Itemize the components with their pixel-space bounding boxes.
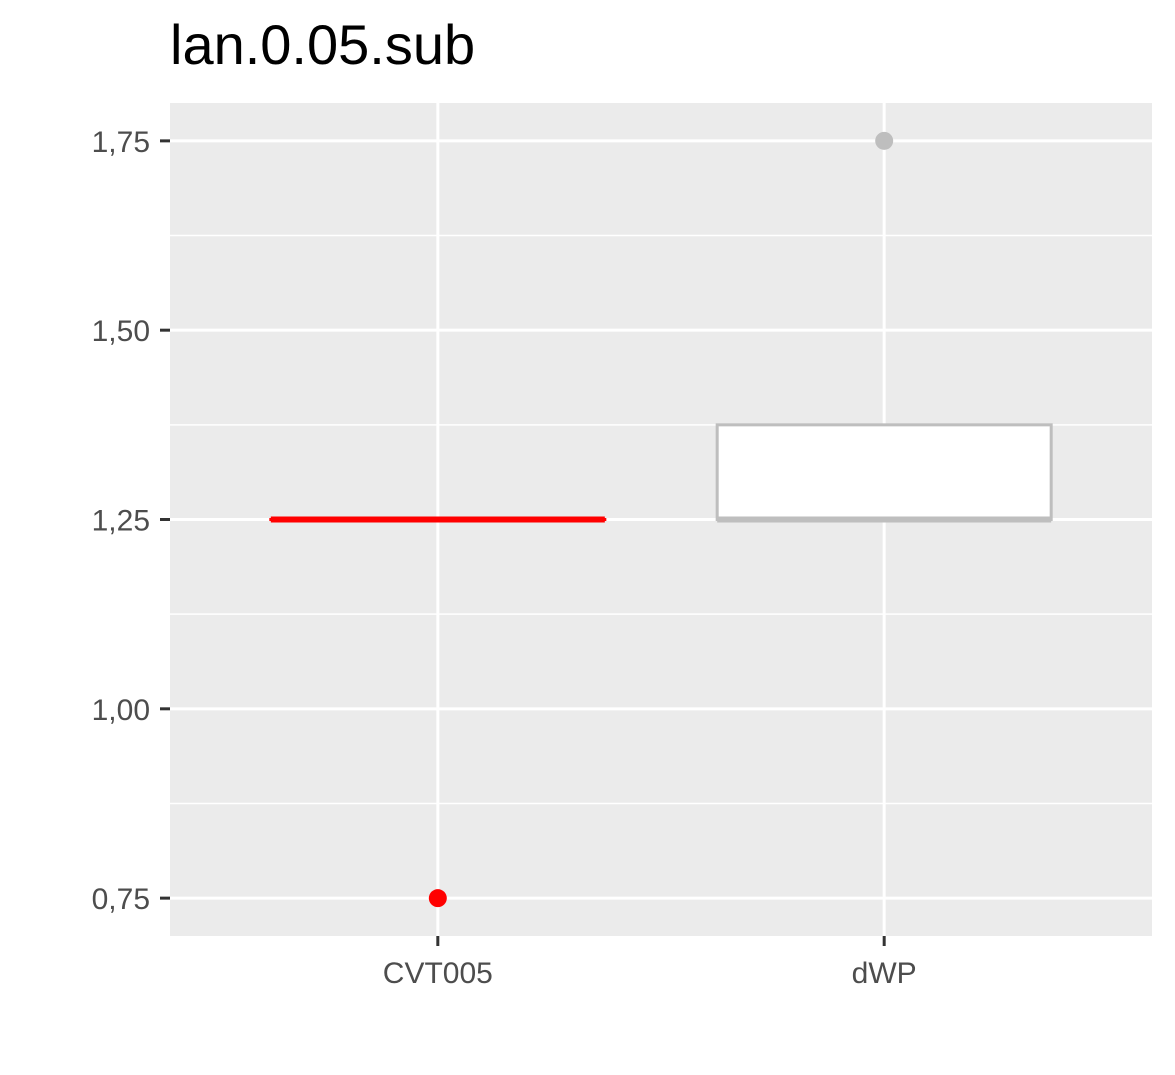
outlier-point (428, 889, 447, 908)
y-tick-label: 1,50 (92, 315, 150, 348)
x-tick-label: dWP (852, 957, 917, 990)
box-dWP (715, 131, 1053, 523)
chart-title: lan.0.05.sub (170, 13, 476, 76)
y-tick-label: 0,75 (92, 883, 150, 916)
x-tick-label: CVT005 (383, 957, 493, 990)
box-CVT005 (269, 516, 607, 908)
x-axis: CVT005 dWP (383, 936, 917, 990)
box-body (715, 423, 1053, 521)
y-tick-label: 1,00 (92, 694, 150, 727)
box-series (269, 131, 1053, 908)
y-axis: 0,75 1,00 1,25 1,50 1,75 (92, 126, 170, 916)
outlier-point (875, 131, 894, 150)
y-tick-label: 1,25 (92, 505, 150, 538)
y-tick-label: 1,75 (92, 126, 150, 159)
